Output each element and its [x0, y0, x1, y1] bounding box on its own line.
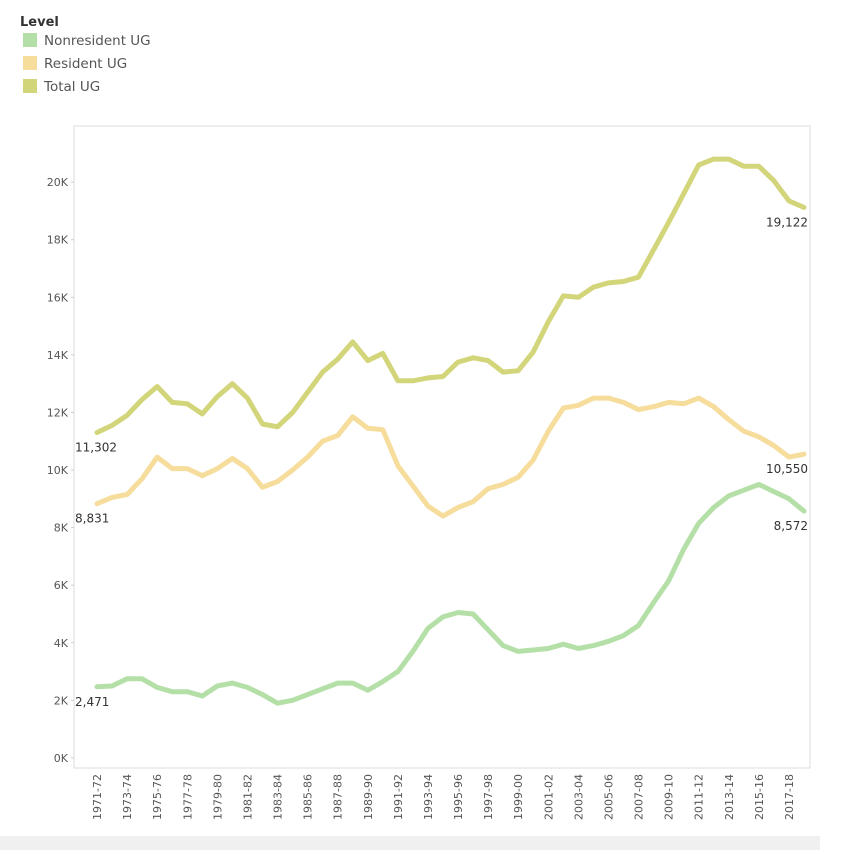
- y-tick-label: 4K: [54, 637, 69, 650]
- x-tick-label: 1983-84: [272, 774, 285, 820]
- x-tick-label: 1993-94: [422, 774, 435, 820]
- legend-label: Total UG: [43, 79, 100, 95]
- legend-label: Nonresident UG: [44, 33, 151, 49]
- x-tick-label: 1975-76: [151, 774, 164, 820]
- x-tick-label: 1973-74: [121, 774, 134, 820]
- x-tick-label: 1971-72: [91, 774, 104, 820]
- line: [94, 156, 807, 435]
- x-tick-label: 1981-82: [241, 774, 254, 820]
- y-tick-label: 16K: [47, 291, 69, 304]
- y-tick-label: 10K: [47, 464, 69, 477]
- x-tick-label: 1989-90: [362, 774, 375, 820]
- x-tick-label: 2017-18: [783, 774, 796, 820]
- y-tick-label: 12K: [47, 406, 69, 419]
- x-tick-label: 1991-92: [392, 774, 405, 820]
- data-label: 2,471: [75, 695, 109, 709]
- y-tick-label: 0K: [54, 752, 69, 765]
- y-tick-label: 6K: [54, 579, 69, 592]
- x-tick-label: 2007-08: [633, 774, 646, 820]
- y-tick-label: 14K: [47, 349, 69, 362]
- plot-frame: [73, 125, 811, 769]
- y-tick-label: 18K: [47, 234, 69, 247]
- x-tick-label: 2001-02: [542, 774, 555, 820]
- legend-swatch: [23, 56, 37, 70]
- data-label: 8,572: [774, 519, 808, 533]
- x-tick-label: 1987-88: [332, 774, 345, 820]
- legend-title: Level: [20, 15, 59, 30]
- y-tick-label: 8K: [54, 522, 69, 535]
- line: [94, 481, 807, 706]
- x-tick-label: 2005-06: [602, 774, 615, 820]
- x-tick-label: 2011-12: [693, 774, 706, 820]
- legend-swatch: [23, 33, 37, 47]
- legend-swatch: [23, 79, 37, 93]
- x-tick-label: 1979-80: [211, 774, 224, 820]
- x-tick-label: 1977-78: [181, 774, 194, 820]
- legend-label: Resident UG: [44, 56, 127, 72]
- line: [94, 395, 807, 519]
- y-tick-label: 2K: [54, 694, 69, 707]
- data-label: 10,550: [766, 462, 808, 476]
- x-tick-label: 1985-86: [302, 774, 315, 820]
- x-tick-label: 2015-16: [753, 774, 766, 820]
- data-label: 11,302: [75, 441, 117, 455]
- x-tick-label: 2013-14: [723, 774, 736, 820]
- data-label: 8,831: [75, 512, 109, 526]
- toolbar: [0, 836, 820, 850]
- x-tick-label: 1995-96: [452, 774, 465, 820]
- y-tick-label: 20K: [47, 176, 69, 189]
- data-label: 19,122: [766, 215, 808, 229]
- x-tick-label: 2009-10: [663, 774, 676, 820]
- x-tick-label: 1997-98: [482, 774, 495, 820]
- x-tick-label: 2003-04: [572, 774, 585, 820]
- x-tick-label: 1999-00: [512, 774, 525, 820]
